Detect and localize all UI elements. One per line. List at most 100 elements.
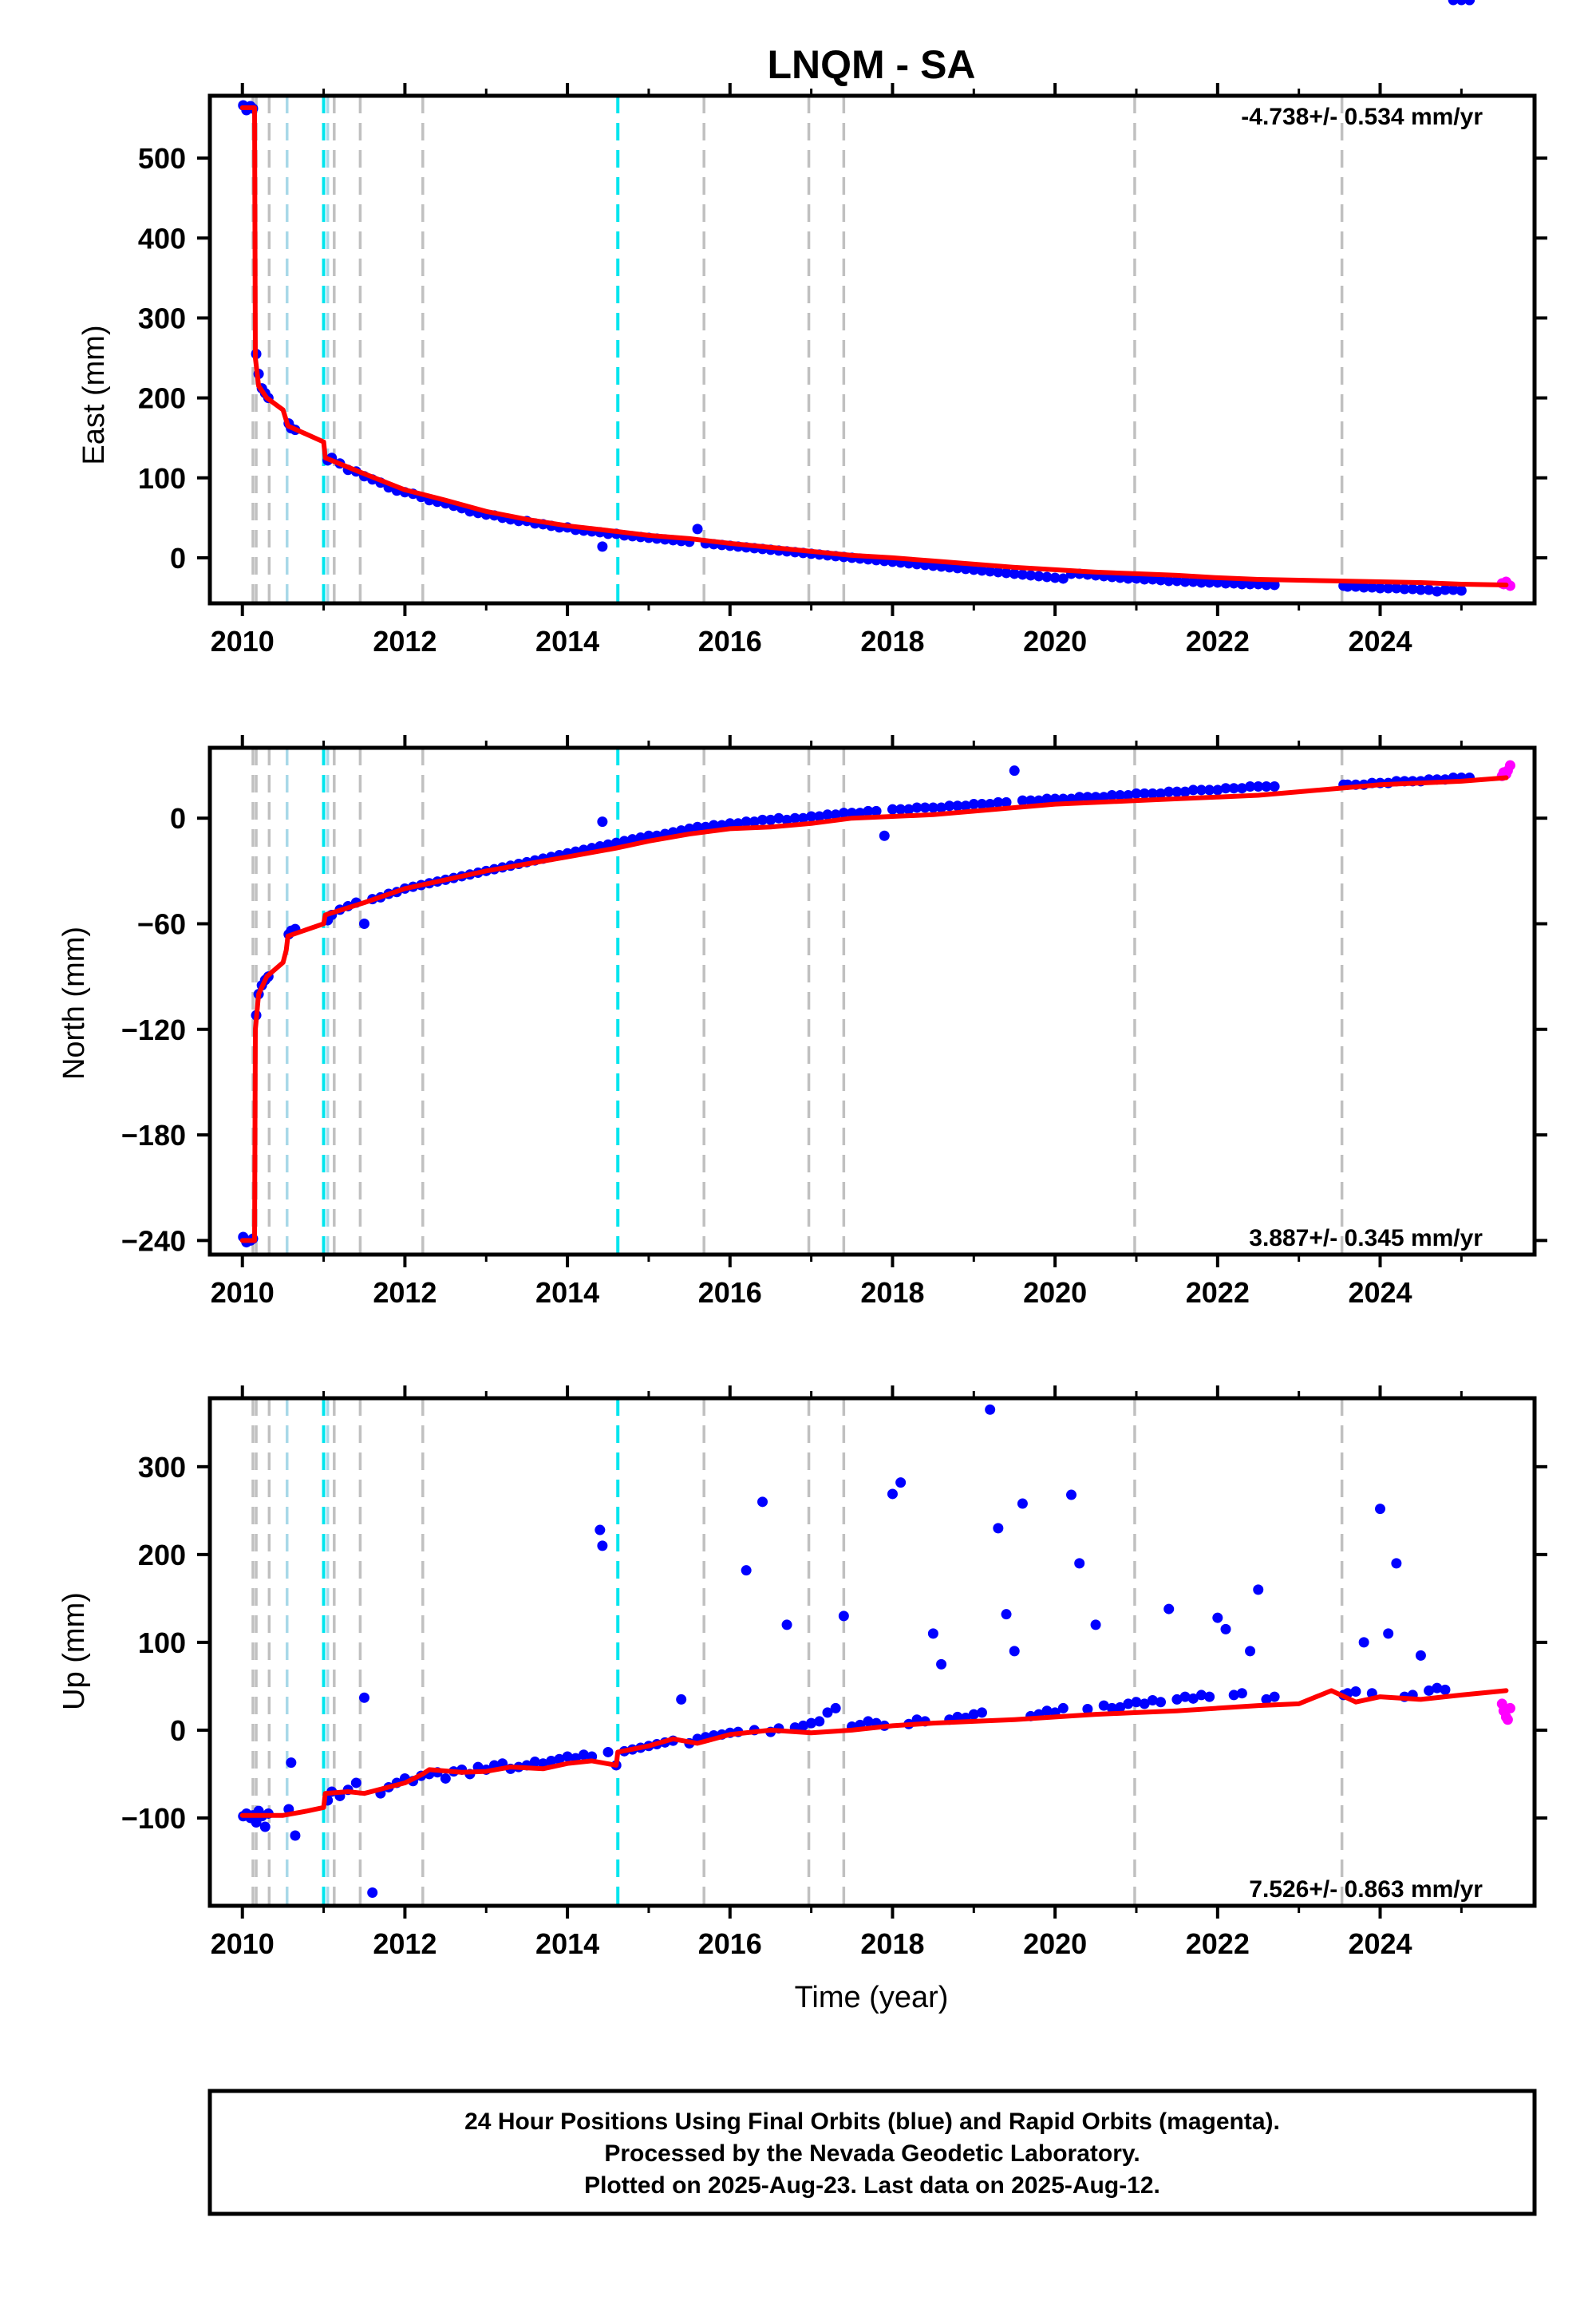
up-final-point (562, 1751, 573, 1762)
up-final-point (286, 1757, 297, 1769)
north-final-point (1212, 785, 1223, 796)
north-final-point (1245, 781, 1256, 792)
up-final-point (1082, 1704, 1093, 1715)
east-final-point (1033, 571, 1045, 582)
up-final-point (1017, 1498, 1028, 1509)
up-final-point (1041, 1705, 1053, 1717)
north-final-point (1195, 785, 1207, 796)
east-final-point (1057, 573, 1069, 584)
up-x-tick-label: 2014 (535, 1927, 599, 1960)
north-final-point (993, 796, 1004, 808)
north-final-point (1106, 790, 1117, 801)
up-final-point (597, 1540, 608, 1551)
east-final-point (1375, 583, 1386, 594)
up-y-tick-label: 0 (170, 1714, 186, 1747)
north-final-point (597, 816, 608, 828)
north-final-point (757, 814, 768, 825)
north-y-tick-label: −240 (121, 1224, 186, 1257)
east-final-point (960, 563, 971, 575)
north-final-point (749, 816, 760, 828)
north-final-point (1082, 792, 1093, 803)
north-x-tick-label: 2016 (698, 1276, 762, 1309)
up-final-point (529, 1757, 540, 1768)
up-final-point (797, 1720, 808, 1731)
east-final-point (1009, 568, 1020, 579)
east-final-point (1179, 576, 1191, 587)
north-panel: 2010 2012 2014 2016 2018 2020 2022 2024 −240 −180… (57, 735, 1547, 1309)
north-final-point (1139, 788, 1150, 799)
up-final-point (927, 1628, 938, 1639)
up-final-point (1415, 1650, 1426, 1661)
up-final-point (1350, 1686, 1361, 1697)
north-final-point (1041, 793, 1053, 804)
up-final-point (1163, 1603, 1175, 1614)
up-final-point (1057, 1702, 1069, 1713)
north-final-point (1049, 793, 1061, 804)
north-final-point (830, 809, 841, 820)
east-x-tick-label: 2014 (535, 625, 599, 658)
east-final-point (1187, 576, 1199, 587)
north-final-point (1156, 788, 1167, 799)
up-final-point (546, 1755, 557, 1766)
up-final-point (985, 1404, 996, 1415)
north-x-tick-label: 2020 (1023, 1276, 1087, 1309)
up-x-tick-label: 2012 (373, 1927, 437, 1960)
up-final-point (1131, 1697, 1142, 1708)
north-final-point (1236, 783, 1247, 794)
up-final-point (367, 1887, 378, 1898)
up-final-point (1448, 0, 1459, 6)
up-final-point (757, 1496, 768, 1508)
up-final-point (814, 1716, 825, 1727)
east-final-point (692, 524, 703, 535)
north-final-point (708, 820, 719, 831)
up-final-point (863, 1716, 874, 1727)
up-final-point (1236, 1688, 1247, 1699)
up-final-point (1009, 1646, 1020, 1657)
up-y-tick-label: −100 (121, 1802, 186, 1835)
north-final-point (1220, 783, 1231, 794)
north-final-point (1009, 765, 1020, 777)
up-final-point (1179, 1691, 1191, 1702)
up-x-tick-label: 2016 (698, 1927, 762, 1960)
up-final-point (993, 1523, 1004, 1534)
north-final-point (871, 805, 882, 816)
up-final-point (1245, 1646, 1256, 1657)
north-final-point (1147, 788, 1158, 799)
up-final-point (440, 1773, 451, 1784)
east-final-point (968, 564, 979, 575)
east-event-lines (251, 96, 1344, 603)
up-final-point (1391, 1558, 1402, 1569)
up-final-point (1261, 1694, 1272, 1705)
east-final-point (1440, 584, 1451, 595)
east-final-point (1358, 582, 1369, 593)
north-final-point (358, 918, 369, 929)
north-x-tick-label: 2012 (373, 1276, 437, 1309)
up-final-point (1440, 1684, 1451, 1695)
north-final-point (927, 802, 938, 813)
east-final-point (1123, 573, 1134, 584)
north-final-point (944, 800, 955, 812)
east-x-tick-label: 2010 (211, 625, 275, 658)
up-final-point (1098, 1700, 1109, 1711)
north-final-point (838, 808, 849, 819)
up-final-point (781, 1619, 792, 1630)
north-final-point (814, 811, 825, 822)
east-x-tick-label: 2024 (1348, 625, 1412, 658)
up-final-point (1204, 1691, 1215, 1702)
up-final-point (1432, 1682, 1443, 1694)
east-final-point (1025, 570, 1037, 581)
footer-box: 24 Hour Positions Using Final Orbits (bl… (207, 2089, 1537, 2216)
north-final-point (822, 809, 833, 820)
east-final-point (1204, 577, 1215, 588)
north-final-point (903, 804, 915, 815)
up-rate-text: 7.526+/- 0.863 mm/yr (1249, 1876, 1483, 1903)
east-model-line (239, 105, 1509, 587)
up-x-tick-label: 2024 (1348, 1927, 1412, 1960)
up-final-point (1383, 1628, 1394, 1639)
up-panel: 2010 2012 2014 2016 2018 2020 2022 2024 −100 0 100… (57, 0, 1547, 2014)
east-final-point (1195, 577, 1207, 588)
up-final-point (554, 1753, 565, 1765)
up-y-tick-label: 200 (138, 1539, 186, 1571)
up-final-point (1269, 1691, 1280, 1702)
north-final-point (1253, 781, 1264, 792)
